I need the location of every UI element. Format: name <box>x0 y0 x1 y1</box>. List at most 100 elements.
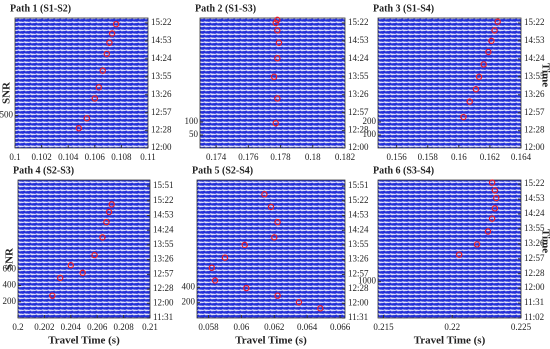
y2-tick-label: 12:00 <box>348 142 369 152</box>
pick-marker <box>494 18 501 25</box>
trace-area <box>18 180 150 318</box>
trace-area <box>378 180 521 318</box>
pick-marker <box>274 16 281 24</box>
x-tick-label: 0.208 <box>113 322 134 332</box>
y2-tick-label: 13:55 <box>348 71 369 81</box>
pick-marker <box>112 20 120 28</box>
pick-marker <box>317 305 324 312</box>
pick-marker <box>91 251 98 259</box>
pick-marker <box>75 124 83 132</box>
panel-title: Path 3 (S1-S4) <box>373 3 434 14</box>
x-axis-label: Travel Time (s) <box>414 335 486 347</box>
y-axis-label: SNR <box>1 81 13 104</box>
y2-tick-label: 15:22 <box>348 17 369 27</box>
y2-tick-label: 14:24 <box>153 224 174 234</box>
pick-marker <box>274 27 281 34</box>
x-tick-label: 0.176 <box>238 152 259 162</box>
pick-marker <box>49 292 56 299</box>
pick-marker <box>272 120 279 127</box>
y2-tick-label: 13:26 <box>348 89 369 99</box>
pick-marker <box>105 208 113 216</box>
y2-tick-label: 13:26 <box>153 254 174 264</box>
x-tick-label: 0.06 <box>234 322 250 332</box>
trace-area <box>197 180 345 318</box>
y-tick-label: 200 <box>182 297 196 307</box>
pick-marker <box>274 95 281 102</box>
y2-tick-label: 13:55 <box>524 71 545 81</box>
pick-marker <box>108 201 115 208</box>
y-tick-label: 100 <box>185 116 199 126</box>
pick-marker <box>261 191 268 198</box>
x-tick-label: 0.204 <box>61 322 82 332</box>
plot-frame <box>196 179 346 319</box>
pick-marker <box>271 234 278 241</box>
pick-marker <box>484 228 492 235</box>
y2-tick-label: 13:55 <box>151 71 172 81</box>
y2-tick-label: 13:55 <box>153 239 174 249</box>
x-axis-label: Travel Time (s) <box>48 335 120 347</box>
pick-marker <box>83 115 91 122</box>
y2-tick-label: 12:57 <box>153 268 174 278</box>
x-tick-label: 0.058 <box>198 322 219 332</box>
y2-tick-label: 12:28 <box>524 268 545 278</box>
pick-marker <box>99 234 106 241</box>
y2-tick-label: 13:55 <box>348 239 369 249</box>
y2-tick-label: 14:24 <box>348 53 369 63</box>
panel-title: Path 5 (S2-S4) <box>192 165 253 176</box>
x-tick-label: 0.064 <box>297 322 318 332</box>
x-tick-label: 0.1 <box>9 152 20 162</box>
pick-marker <box>460 113 467 121</box>
plot-frame <box>199 17 346 149</box>
y2-tick-label: 14:24 <box>151 53 172 63</box>
pick-marker <box>493 194 500 202</box>
pick-marker <box>106 39 113 46</box>
y2-tick-label: 12:00 <box>524 142 545 152</box>
plot-frame <box>14 17 149 149</box>
x-tick-label: 0.162 <box>480 152 500 162</box>
y2-tick-label: 11:31 <box>153 312 173 322</box>
trace-area <box>200 18 345 148</box>
plot-frame <box>377 179 522 319</box>
pick-marker <box>95 84 102 91</box>
x-tick-label: 0.206 <box>87 322 108 332</box>
y2-tick-label: 11:02 <box>524 312 544 322</box>
y-tick-label: 200 <box>363 116 377 126</box>
y-tick-label: 50 <box>189 129 199 139</box>
trace-area <box>378 18 521 148</box>
pick-marker <box>270 73 278 81</box>
y2-tick-label: 12:00 <box>348 297 369 307</box>
y-tick-label: 600 <box>3 263 17 273</box>
x-tick-label: 0.106 <box>85 152 106 162</box>
x-tick-label: 0.18 <box>305 152 321 162</box>
y2-tick-label: 11:31 <box>348 312 368 322</box>
x-tick-label: 0.108 <box>111 152 132 162</box>
pick-marker <box>295 299 303 306</box>
y2-tick-label: 15:22 <box>153 195 174 205</box>
y2-tick-label: 14:53 <box>151 35 172 45</box>
y2-tick-label: 12:28 <box>348 283 369 293</box>
pick-marker <box>274 218 281 226</box>
pick-marker <box>488 179 496 186</box>
plot-frame <box>377 17 522 149</box>
y-tick-label: 400 <box>3 280 17 290</box>
y2-tick-label: 12:57 <box>348 268 369 278</box>
y2-tick-label: 12:57 <box>524 253 545 263</box>
pick-marker <box>485 48 492 56</box>
y2-tick-label: 12:57 <box>524 107 545 117</box>
y2-axis-label: Time <box>539 229 550 253</box>
y-tick-label: 500 <box>0 110 14 120</box>
y-tick-label: 400 <box>182 281 196 291</box>
x-axis-label: Travel Time (s) <box>235 335 307 347</box>
pick-marker <box>491 187 499 194</box>
y2-tick-label: 13:26 <box>524 238 545 248</box>
x-tick-label: 0.16 <box>451 152 467 162</box>
x-tick-label: 0.202 <box>34 322 54 332</box>
pick-marker <box>208 264 215 271</box>
y2-tick-label: 12:00 <box>524 282 545 292</box>
panel-title: Path 4 (S2-S3) <box>13 165 74 176</box>
y-tick-label: 200 <box>3 296 17 306</box>
pick-marker <box>466 98 473 105</box>
y-tick-label: 1000 <box>358 276 377 286</box>
pick-marker <box>475 73 483 81</box>
